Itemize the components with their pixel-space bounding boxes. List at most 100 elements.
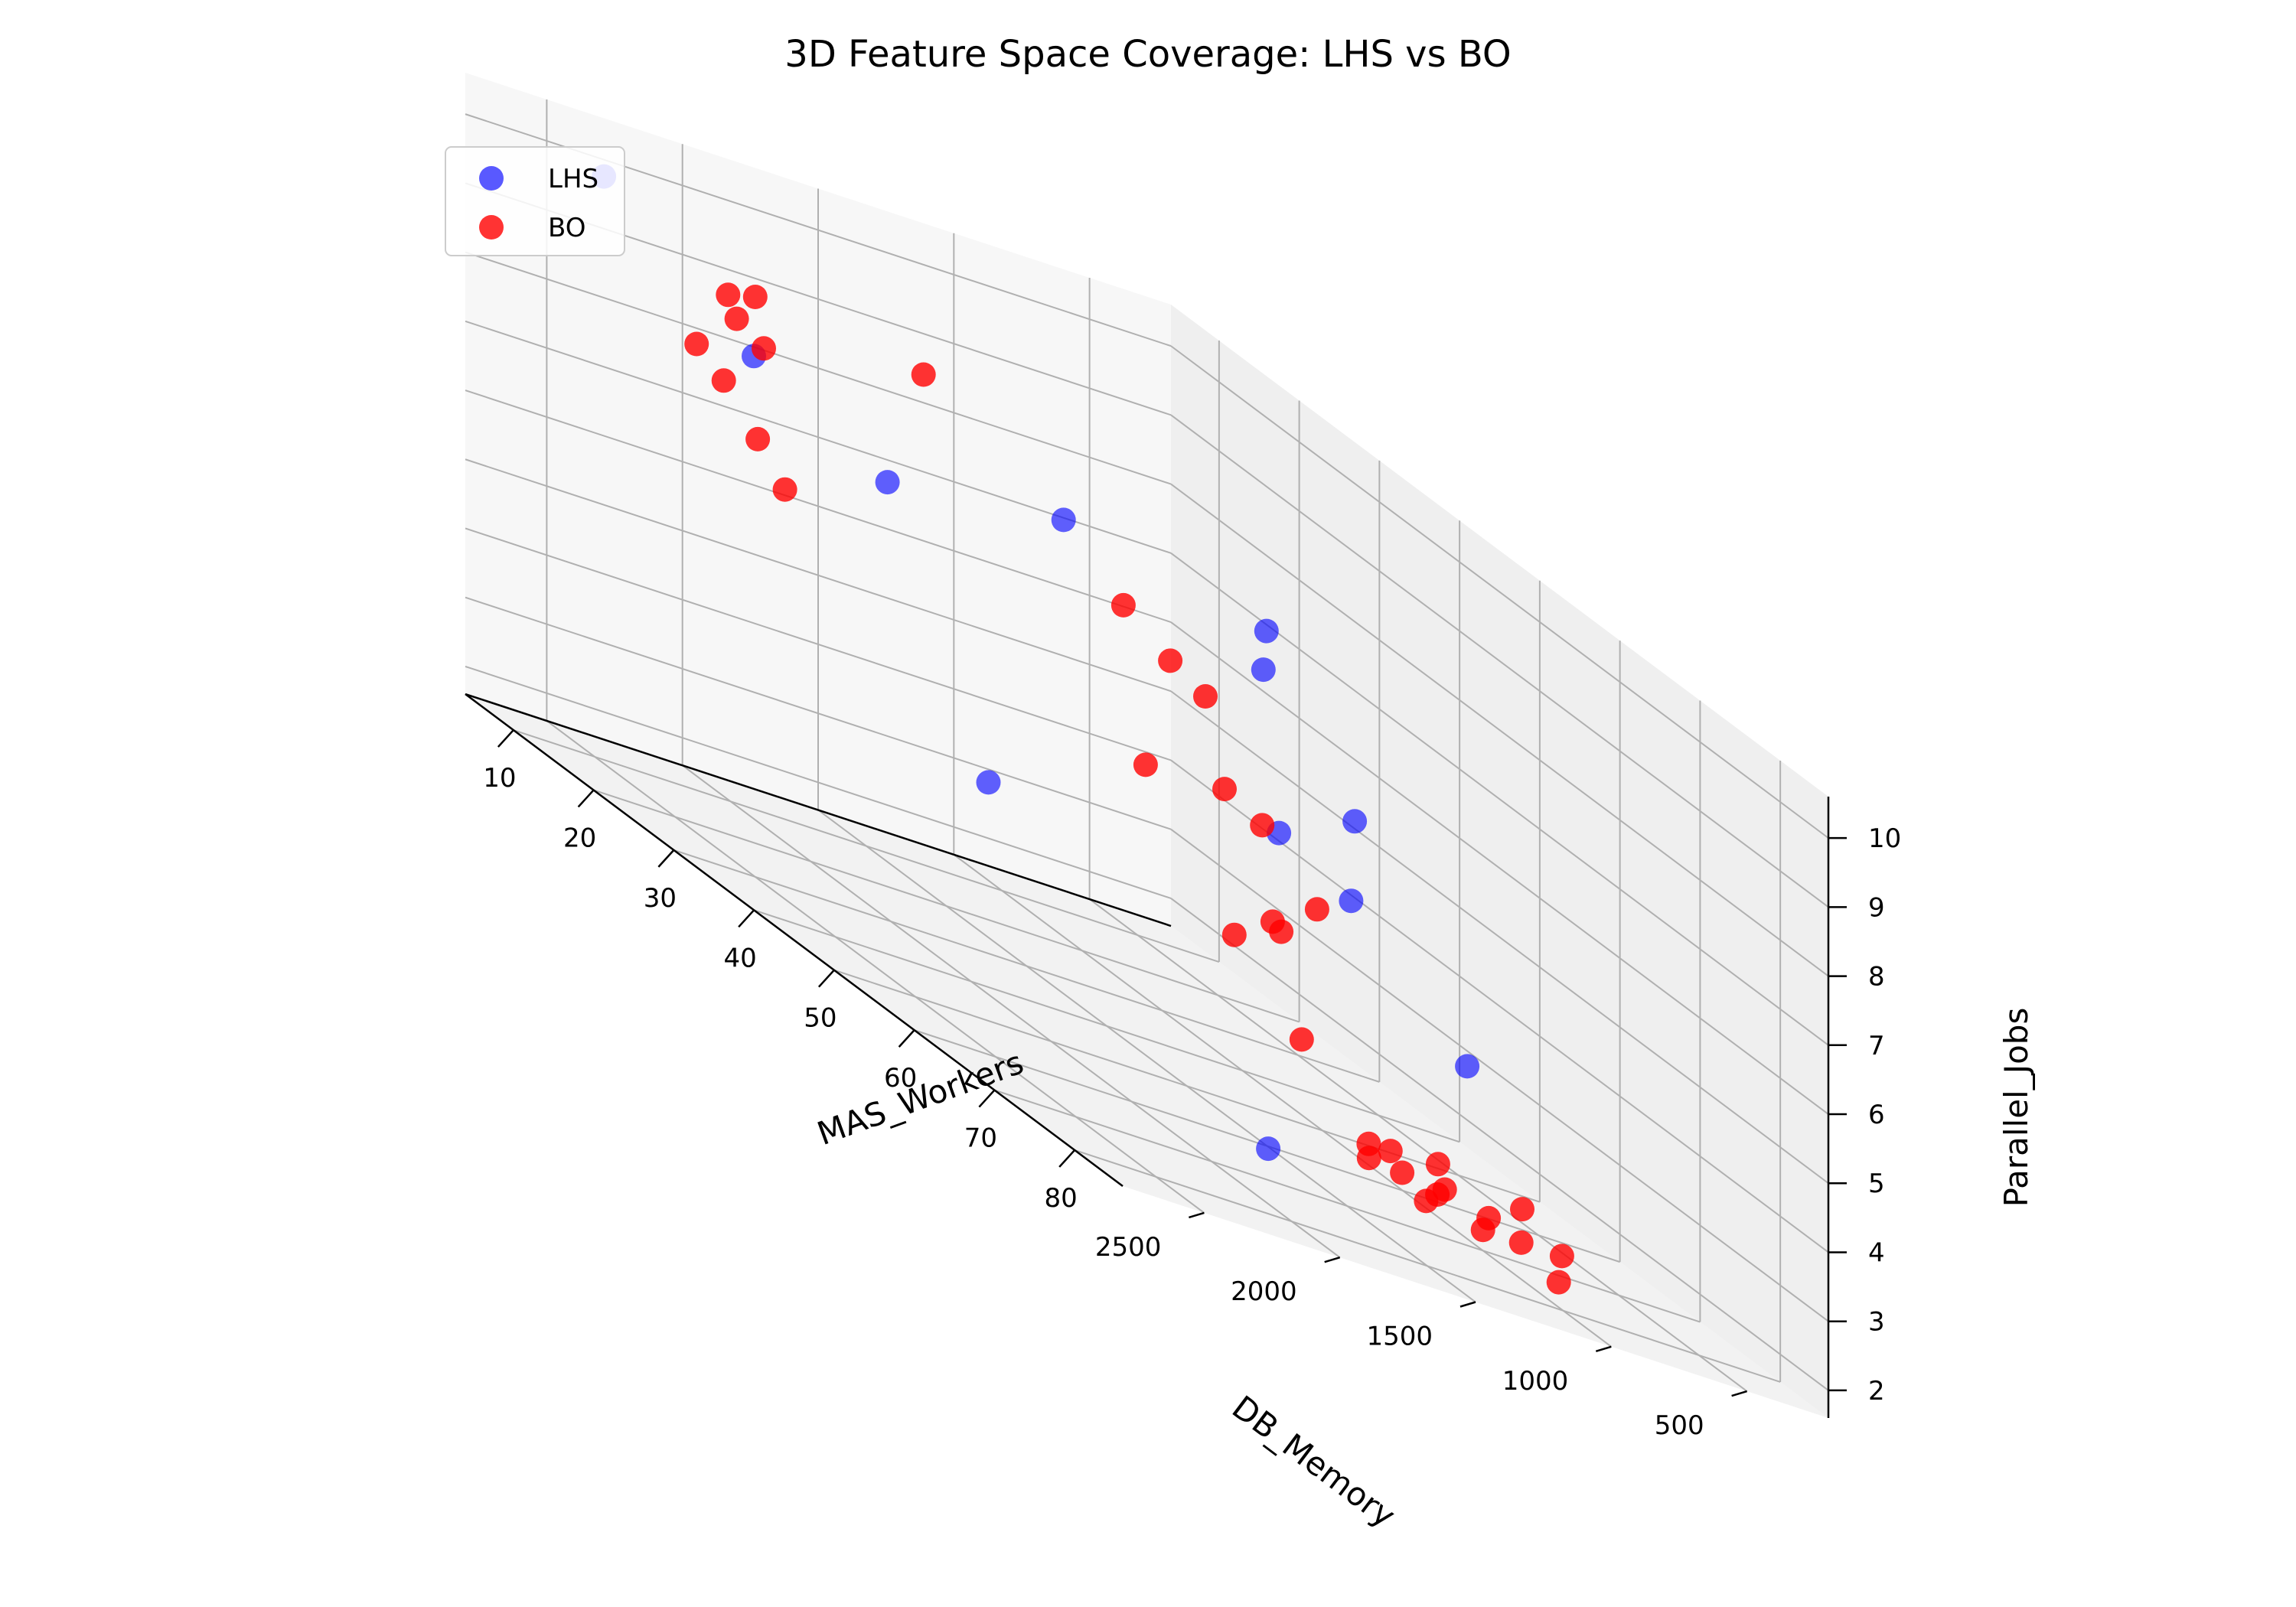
- y-tick: [577, 789, 595, 808]
- grid-line-y-floor: [753, 909, 1460, 1143]
- grid-line-z-side: [1170, 483, 1829, 977]
- lhs-point: [1339, 888, 1364, 914]
- x-tick: [1189, 1211, 1205, 1219]
- z-tick-label: 8: [1868, 962, 1885, 993]
- grid-line-z-side: [1170, 898, 1829, 1391]
- grid-line-y-floor: [673, 849, 1380, 1083]
- bo-point: [1476, 1205, 1502, 1231]
- data-points: [592, 164, 1574, 1295]
- grid-line-x-floor: [546, 720, 1205, 1214]
- bo-point: [1250, 813, 1275, 838]
- x-tick: [1731, 1390, 1747, 1397]
- bo-point: [1425, 1182, 1450, 1207]
- x-tick-label: 2000: [1231, 1276, 1297, 1307]
- bo-point: [1269, 919, 1294, 944]
- x-axis-line: [465, 693, 1172, 927]
- y-tick-label: 80: [1045, 1183, 1078, 1214]
- bo-point: [1212, 777, 1237, 802]
- bo-point: [1390, 1160, 1415, 1185]
- chart-title: 3D Feature Space Coverage: LHS vs BO: [784, 33, 1511, 76]
- x-tick: [1595, 1345, 1612, 1352]
- z-tick-label: 9: [1868, 892, 1885, 923]
- bo-point: [1425, 1152, 1450, 1177]
- y-tick-label: 10: [483, 763, 516, 794]
- x-tick-label: 1000: [1502, 1366, 1569, 1397]
- z-axis-label: Parallel_Jobs: [1998, 1008, 2035, 1208]
- bo-point: [1508, 1230, 1534, 1255]
- grid-line-z-back: [465, 458, 1172, 693]
- z-tick-label: 4: [1868, 1237, 1885, 1268]
- y-tick-label: 40: [723, 943, 756, 973]
- legend-marker-bo: [479, 215, 504, 240]
- lhs-point: [875, 470, 900, 495]
- bo-point: [742, 285, 768, 309]
- grid-line-y-floor: [1074, 1149, 1781, 1383]
- y-tick-label: 70: [964, 1123, 997, 1154]
- grid-line-z-side: [1170, 621, 1829, 1115]
- bo-point: [745, 426, 771, 451]
- z-tick-label: 3: [1868, 1307, 1885, 1338]
- y-tick: [1058, 1149, 1076, 1168]
- grid-line-x-floor: [817, 809, 1476, 1303]
- lhs-point: [1342, 809, 1368, 834]
- legend-label-bo: BO: [548, 213, 586, 243]
- grid-line-z-back: [465, 251, 1172, 485]
- axis-lines: [465, 693, 1830, 1418]
- z-tick-label: 5: [1868, 1169, 1885, 1199]
- lhs-point: [976, 770, 1001, 795]
- grid-line-z-back: [465, 596, 1172, 830]
- lhs-point: [1251, 657, 1276, 683]
- axis-panes: [465, 73, 1828, 1418]
- grid-line-z-back: [465, 527, 1172, 761]
- tick-labels: 500 1000 1500 2000 2500 10 20 30 40 50 60 70 80 2 3 4 5 6…: [483, 763, 1901, 1441]
- y-tick: [817, 969, 835, 988]
- grid-line-z-side: [1170, 828, 1829, 1322]
- grid-line-z-side: [1170, 690, 1829, 1185]
- grid-line-x-floor: [682, 764, 1341, 1259]
- tick-marks: [497, 729, 1847, 1397]
- y-tick-label: 20: [563, 823, 596, 853]
- grid-line-y-floor: [994, 1089, 1701, 1323]
- legend-label-lhs: LHS: [548, 164, 598, 194]
- bo-point: [1158, 648, 1183, 673]
- bo-point: [1289, 1027, 1314, 1052]
- y-tick-label: 50: [804, 1003, 837, 1034]
- grid-line-z-side: [1170, 552, 1829, 1046]
- bo-point: [716, 282, 741, 308]
- x-axis-label: DB_Memory: [1225, 1388, 1403, 1534]
- y-axis-line: [465, 693, 1124, 1188]
- z-tick-label: 2: [1868, 1376, 1885, 1407]
- grid-line-z-back: [465, 390, 1172, 623]
- bo-point: [1549, 1244, 1574, 1269]
- z-tick-label: 7: [1868, 1031, 1885, 1061]
- x-tick: [1459, 1301, 1476, 1308]
- bo-point: [911, 362, 936, 387]
- grid-line-x-floor: [953, 853, 1612, 1348]
- bo-point: [1546, 1270, 1571, 1295]
- y-tick: [978, 1089, 996, 1108]
- bo-point: [1378, 1139, 1403, 1164]
- bo-point: [684, 331, 709, 357]
- x-tick-label: 2500: [1095, 1232, 1162, 1263]
- bo-point: [752, 336, 776, 361]
- x-tick-label: 1500: [1366, 1322, 1433, 1352]
- lhs-point: [1256, 1136, 1281, 1162]
- y-tick: [657, 849, 675, 868]
- grid-line-y-floor: [833, 969, 1541, 1203]
- lhs-point: [1455, 1054, 1480, 1079]
- y-tick-label: 60: [884, 1063, 917, 1094]
- grid-line-y-floor: [593, 789, 1300, 1023]
- bo-point: [1110, 592, 1136, 618]
- bo-point: [724, 306, 749, 331]
- side-pane: [1171, 305, 1828, 1418]
- grid-line-z-back: [465, 665, 1172, 899]
- grid-line-z-side: [1170, 414, 1829, 908]
- lhs-point: [1051, 507, 1076, 533]
- grid-lines: [465, 99, 1829, 1392]
- bo-point: [1356, 1146, 1381, 1171]
- z-tick-label: 10: [1868, 823, 1901, 854]
- grid-line-z-side: [1170, 345, 1829, 839]
- y-tick: [738, 909, 755, 928]
